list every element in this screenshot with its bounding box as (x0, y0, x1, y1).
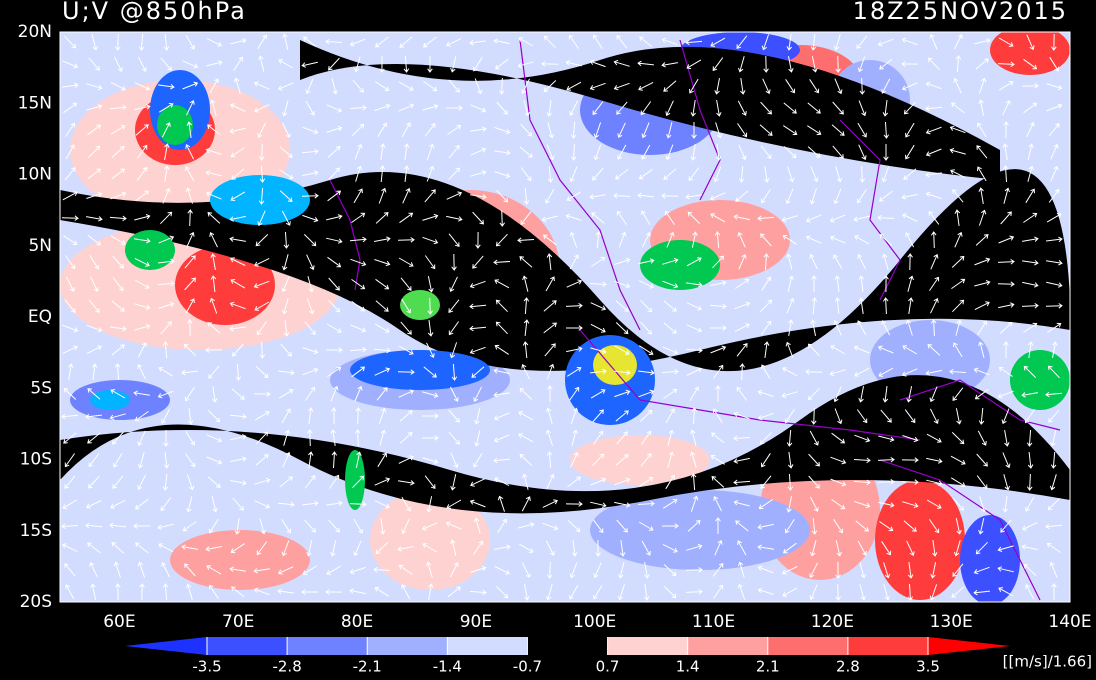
precipitation (90, 70, 1070, 510)
colorbar-label: -1.4 (433, 658, 462, 676)
longitude-label: 70E (222, 612, 254, 632)
colorbar-label: 2.1 (756, 658, 780, 676)
coastlines (329, 39, 1061, 601)
neutral-band (60, 375, 1070, 514)
coastline (879, 459, 1041, 601)
latitude-label: 20S (20, 592, 52, 612)
colorbar-units: [[m/s]/1.66] (1003, 653, 1092, 671)
colorbar-segment (367, 637, 448, 655)
colorbar-label: -2.8 (272, 658, 301, 676)
latitude-label: 5N (28, 236, 52, 256)
latitude-label: 15S (20, 521, 52, 541)
colorbar-segment (447, 637, 528, 655)
colorbar-label: 1.4 (676, 658, 700, 676)
longitude-label: 80E (341, 612, 373, 632)
rain-core (593, 345, 637, 385)
rain-core (157, 105, 193, 145)
latitude-label: 20N (18, 22, 52, 42)
rain-core (1010, 350, 1070, 410)
coastline (679, 39, 721, 201)
longitude-label: 100E (573, 612, 616, 632)
colorbar-label: 2.8 (836, 658, 860, 676)
colorbar-label: -3.5 (192, 658, 221, 676)
map-time: 18Z25NOV2015 (853, 0, 1068, 25)
colorbar: -3.5 -2.8 -2.1 -1.4 -0.7 0.7 1.4 2.1 2.8 3.5 (125, 637, 1010, 676)
rain-core (400, 290, 440, 320)
coastline (899, 379, 1061, 431)
rain-core (125, 230, 175, 270)
longitude-label: 60E (103, 612, 135, 632)
neg-area (590, 490, 810, 570)
longitude-label: 130E (930, 612, 973, 632)
colorbar-segment (287, 637, 368, 655)
rain-area (350, 350, 490, 390)
rain-core (345, 450, 365, 510)
plot-frame (59, 31, 1071, 603)
neg-core (960, 515, 1020, 602)
colorbar-label: 0.7 (596, 658, 620, 676)
colorbar-label: -0.7 (513, 658, 542, 676)
colorbar-segment (207, 637, 288, 655)
latitude-labels: 20N 15N 10N 5N EQ 5S 10S 15S 20S (18, 22, 52, 612)
map-title: U;V @850hPa (62, 0, 247, 25)
rain-core (640, 240, 720, 290)
coastline (579, 329, 921, 441)
colorbar-segment (607, 637, 688, 655)
colorbar-segment (767, 637, 848, 655)
longitude-labels: 60E 70E 80E 90E 100E 110E 120E 130E 140E (103, 612, 1091, 632)
colorbar-segment (527, 637, 608, 655)
rain-area (90, 390, 130, 410)
colorbar-label: -2.1 (353, 658, 382, 676)
latitude-label: EQ (28, 307, 52, 327)
latitude-label: 5S (30, 378, 52, 398)
colorbar-arrow (928, 637, 1010, 655)
longitude-label: 110E (692, 612, 735, 632)
neutral-band (60, 169, 1070, 372)
latitude-label: 10N (18, 165, 52, 185)
rain-area (210, 175, 310, 225)
pos-area (570, 435, 710, 485)
pos-core (175, 245, 275, 325)
plot-area (60, 32, 1070, 602)
pos-core (875, 480, 965, 600)
longitude-label: 120E (811, 612, 854, 632)
pos-area (170, 530, 310, 590)
colorbar-arrow (125, 637, 207, 655)
colorbar-segment (687, 637, 768, 655)
coastline (839, 119, 901, 301)
neutral-band (300, 40, 1000, 180)
longitude-label: 90E (460, 612, 492, 632)
latitude-label: 15N (18, 93, 52, 113)
colorbar-segment (847, 637, 928, 655)
longitude-label: 140E (1048, 612, 1091, 632)
wind-arrows (61, 33, 1063, 601)
latitude-label: 10S (20, 450, 52, 470)
colorbar-label: 3.5 (916, 658, 940, 676)
coastline (519, 39, 641, 331)
